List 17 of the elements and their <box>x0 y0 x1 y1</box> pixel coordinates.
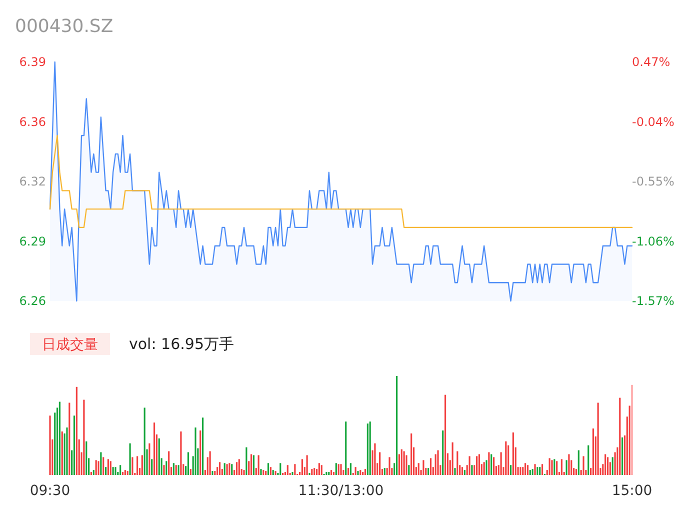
chart-subtitle: vol: 16.95万手 <box>129 335 234 353</box>
y2-tick-label: 0.47% <box>632 55 670 69</box>
y-tick-label: 6.26 <box>19 294 46 308</box>
y2-tick-label: -0.04% <box>632 114 674 129</box>
y-tick-label: 6.32 <box>19 174 46 188</box>
y2-tick-label: -0.55% <box>632 174 674 188</box>
x-tick-label: 09:30 <box>30 483 70 499</box>
x-tick-label: 11:30/13:00 <box>298 483 384 499</box>
chart-title: 日成交量 <box>42 337 98 353</box>
x-tick-label: 15:00 <box>612 483 652 499</box>
y2-tick-label: -1.57% <box>632 294 674 308</box>
line-series <box>49 134 633 228</box>
chart-title: 000430.SZ <box>15 16 114 37</box>
y-tick-label: 6.39 <box>19 55 46 69</box>
y-tick-label: 6.29 <box>19 234 46 248</box>
y2-tick-label: -1.06% <box>632 234 674 248</box>
y-tick-label: 6.36 <box>19 114 46 129</box>
